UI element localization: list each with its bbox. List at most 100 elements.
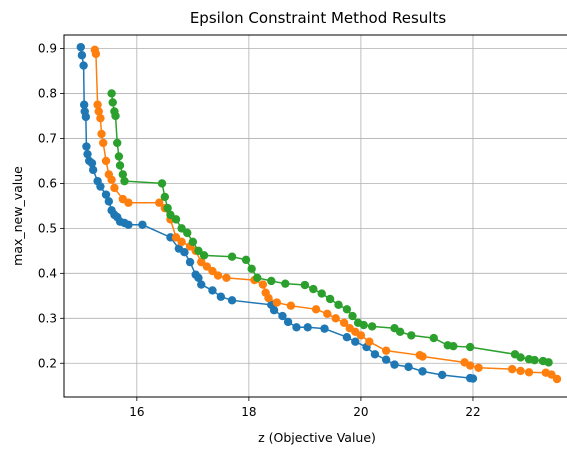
data-point (404, 362, 413, 372)
data-point (183, 228, 192, 238)
data-point (194, 246, 203, 256)
data-point (465, 342, 475, 352)
data-point (94, 107, 103, 116)
data-point (264, 293, 273, 303)
data-point (395, 327, 405, 336)
data-point (367, 322, 377, 331)
data-point (83, 149, 92, 159)
data-point (292, 323, 301, 332)
data-point (208, 266, 217, 276)
data-point (177, 224, 186, 233)
data-point (258, 280, 268, 289)
data-point (124, 220, 133, 229)
data-point (530, 355, 539, 365)
data-point (76, 42, 86, 52)
data-point (160, 192, 170, 202)
data-point (309, 284, 318, 294)
data-point (516, 366, 525, 376)
data-point (120, 176, 129, 186)
data-point (272, 298, 282, 307)
data-point (108, 98, 117, 107)
data-point (113, 138, 122, 148)
data-point (88, 165, 98, 175)
data-point (157, 179, 167, 188)
data-point (97, 129, 106, 139)
data-point (407, 331, 416, 340)
data-point (283, 317, 293, 327)
data-point (429, 333, 438, 343)
data-point (194, 273, 203, 283)
data-point (79, 100, 89, 109)
data-point (81, 112, 91, 122)
series-3 (107, 89, 553, 367)
y-axis-label: max_new_value (10, 166, 25, 266)
data-point (449, 341, 458, 351)
data-point (418, 352, 427, 361)
data-point (185, 257, 195, 267)
data-point (320, 324, 329, 333)
data-point (202, 262, 212, 271)
data-point (342, 305, 352, 314)
data-point (544, 358, 553, 367)
data-point (437, 370, 447, 380)
data-point (253, 273, 262, 283)
data-point (188, 237, 198, 247)
data-point (351, 337, 360, 346)
data-point (87, 158, 97, 168)
data-point (171, 215, 181, 224)
y-tick-label: 0.3 (38, 311, 57, 325)
data-point (418, 367, 427, 376)
data-point (171, 233, 181, 242)
data-point (177, 237, 186, 247)
data-point (166, 210, 175, 220)
data-point (468, 374, 478, 383)
data-point (516, 353, 525, 362)
data-point (197, 280, 206, 289)
data-point (197, 257, 206, 267)
data-point (323, 309, 332, 319)
data-point (267, 276, 276, 286)
data-point (247, 264, 256, 274)
data-point (370, 350, 380, 359)
data-point (216, 292, 226, 301)
data-point (114, 152, 124, 161)
y-tick-label: 0.7 (38, 131, 57, 145)
y-tick-label: 0.4 (38, 266, 57, 280)
series-2 (90, 45, 562, 384)
y-tick-label: 0.6 (38, 176, 57, 190)
grid (64, 35, 567, 397)
x-tick-label: 22 (465, 405, 480, 419)
data-point (474, 363, 483, 372)
chart-title: Epsilon Constraint Method Results (190, 9, 447, 27)
data-point (222, 273, 231, 283)
data-point (278, 311, 287, 321)
data-point (101, 190, 111, 199)
data-point (115, 161, 125, 170)
data-point (339, 318, 349, 328)
y-tick-label: 0.5 (38, 221, 57, 235)
data-point (199, 251, 209, 260)
data-point (286, 301, 296, 310)
data-point (507, 364, 517, 374)
data-point (180, 248, 189, 257)
y-tick-label: 0.8 (38, 86, 57, 100)
data-point (111, 111, 120, 121)
data-point (331, 314, 340, 323)
data-point (96, 113, 105, 123)
data-point (213, 271, 223, 280)
data-point (107, 175, 116, 184)
data-point (524, 368, 534, 377)
data-point (227, 252, 237, 261)
data-point (227, 296, 237, 305)
data-point (208, 286, 217, 295)
data-point (365, 337, 374, 346)
data-point (110, 183, 119, 193)
x-tick-label: 20 (353, 405, 368, 419)
series-1 (76, 42, 478, 383)
data-point (317, 289, 326, 298)
data-point (300, 280, 310, 290)
data-point (356, 331, 366, 340)
data-point (124, 198, 133, 207)
data-point (118, 170, 128, 179)
